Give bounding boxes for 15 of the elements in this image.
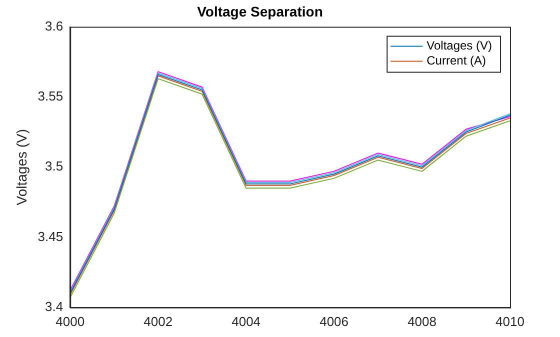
x-tick-label: 4002 — [144, 314, 173, 329]
y-tick-label: 3.6 — [45, 18, 64, 34]
legend-label: Voltages (V) — [426, 38, 492, 53]
y-axis-title: Voltages (V) — [13, 128, 30, 206]
legend-label: Current (A) — [426, 54, 486, 68]
x-tick-label: 4004 — [232, 314, 261, 329]
y-tick-label: 3.5 — [45, 158, 64, 174]
y-tick-label: 3.55 — [38, 88, 64, 104]
y-tick-label: 3.4 — [45, 298, 64, 314]
chart-title: Voltage Separation — [197, 3, 323, 20]
x-tick-label: 4000 — [56, 314, 85, 329]
x-tick-label: 4010 — [496, 314, 524, 329]
x-tick-label: 4006 — [320, 314, 348, 329]
y-tick-label: 3.45 — [38, 228, 64, 244]
x-tick-label: 4008 — [408, 314, 436, 329]
